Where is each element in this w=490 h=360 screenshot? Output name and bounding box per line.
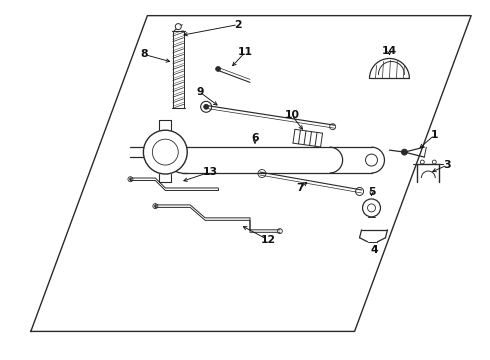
Text: 14: 14	[382, 45, 397, 55]
Circle shape	[144, 130, 187, 174]
Circle shape	[152, 139, 178, 165]
Text: 2: 2	[234, 19, 242, 30]
Text: 11: 11	[238, 48, 252, 58]
Circle shape	[153, 204, 158, 208]
Text: 7: 7	[296, 183, 304, 193]
Text: 1: 1	[431, 130, 438, 140]
Circle shape	[420, 160, 424, 164]
Text: 5: 5	[368, 187, 375, 197]
Circle shape	[204, 104, 209, 109]
Text: 12: 12	[260, 235, 275, 245]
Circle shape	[129, 178, 131, 180]
Circle shape	[277, 229, 282, 234]
Text: 3: 3	[443, 160, 451, 170]
Circle shape	[366, 154, 377, 166]
Circle shape	[330, 124, 336, 130]
Text: 10: 10	[284, 110, 299, 120]
Circle shape	[216, 67, 220, 71]
Circle shape	[432, 160, 436, 164]
Text: 4: 4	[371, 245, 378, 255]
Circle shape	[363, 199, 380, 217]
Circle shape	[201, 101, 212, 112]
Circle shape	[258, 170, 266, 177]
Text: 13: 13	[202, 167, 218, 177]
Circle shape	[356, 188, 364, 195]
Text: 9: 9	[196, 87, 204, 97]
Circle shape	[128, 177, 133, 182]
Text: 8: 8	[141, 49, 148, 59]
Circle shape	[401, 149, 407, 155]
Circle shape	[154, 205, 156, 207]
Circle shape	[175, 24, 181, 30]
Text: 6: 6	[251, 133, 259, 143]
Circle shape	[368, 204, 375, 212]
